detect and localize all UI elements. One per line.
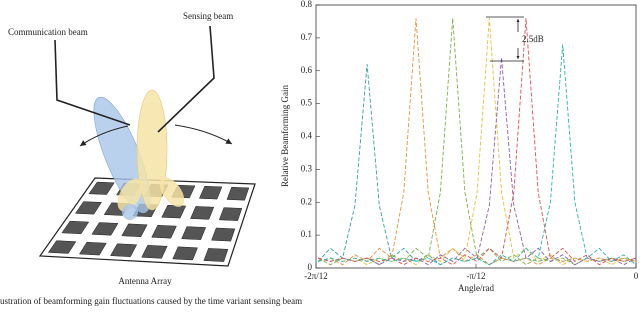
- antenna-element: [74, 201, 102, 215]
- antenna-element: [181, 226, 207, 240]
- antenna-element: [211, 227, 236, 242]
- side-lobe: [122, 204, 138, 220]
- gain-curve: [317, 64, 637, 266]
- array-label: Antenna Array: [118, 276, 172, 286]
- gain-curve: [318, 57, 637, 266]
- gain-curve: [318, 44, 637, 266]
- antenna-element: [172, 246, 198, 261]
- y-tick-label: 0.4: [301, 131, 313, 141]
- antenna-element: [190, 206, 215, 220]
- antenna-element: [226, 186, 250, 201]
- x-tick-label: -2π/12: [304, 271, 328, 281]
- antenna-element: [218, 207, 243, 221]
- antenna-element: [110, 243, 138, 257]
- antenna-element: [203, 248, 229, 262]
- y-tick-label: 0.1: [301, 229, 312, 239]
- pointer-line: [54, 39, 131, 126]
- antenna-element: [79, 241, 107, 256]
- antenna-element: [121, 223, 148, 237]
- x-axis-label: Angle/rad: [458, 283, 494, 293]
- antenna-element: [198, 185, 223, 200]
- chart: Relative Beamforming Gain Angle/rad 0 0.1…: [280, 0, 639, 293]
- sensing-label: Sensing beam: [183, 11, 233, 21]
- steer-arrow: [79, 125, 129, 147]
- y-tick-label: 0.5: [301, 98, 313, 108]
- diagram: Communication beam Sensing beam Antenna …: [8, 11, 256, 286]
- gain-curve: [318, 18, 637, 266]
- caption: ustration of beamforming gain fluctuatio…: [0, 296, 302, 306]
- y-tick-label: 0.7: [301, 32, 313, 42]
- communication-label: Communication beam: [8, 27, 88, 37]
- antenna-element: [61, 220, 90, 235]
- antenna-element: [141, 245, 168, 259]
- x-tick-label: -π/12: [466, 271, 485, 281]
- antenna-element: [91, 222, 119, 236]
- antenna-element: [47, 240, 77, 254]
- antenna-element: [151, 224, 177, 239]
- side-lobe: [159, 177, 185, 207]
- pointer-line: [157, 25, 215, 133]
- y-tick-label: 0.2: [301, 196, 312, 206]
- side-lobe: [117, 178, 143, 212]
- x-tick-label: 0: [634, 271, 639, 281]
- sensing-beam: [136, 89, 168, 211]
- y-tick-label: 0.6: [301, 65, 313, 75]
- gain-curve: [317, 18, 637, 266]
- gain-curve: [318, 18, 637, 266]
- y-tick-label: 0: [308, 262, 313, 272]
- y-tick-label: 0.3: [301, 163, 313, 173]
- y-axis-label: Relative Beamforming Gain: [280, 85, 290, 187]
- y-tick-label: 0.8: [301, 0, 313, 9]
- annotation-label: 2.5dB: [522, 34, 544, 44]
- gain-curve: [318, 18, 637, 266]
- antenna-element: [88, 181, 115, 195]
- steer-arrow: [174, 124, 233, 145]
- plot-frame: [315, 4, 637, 269]
